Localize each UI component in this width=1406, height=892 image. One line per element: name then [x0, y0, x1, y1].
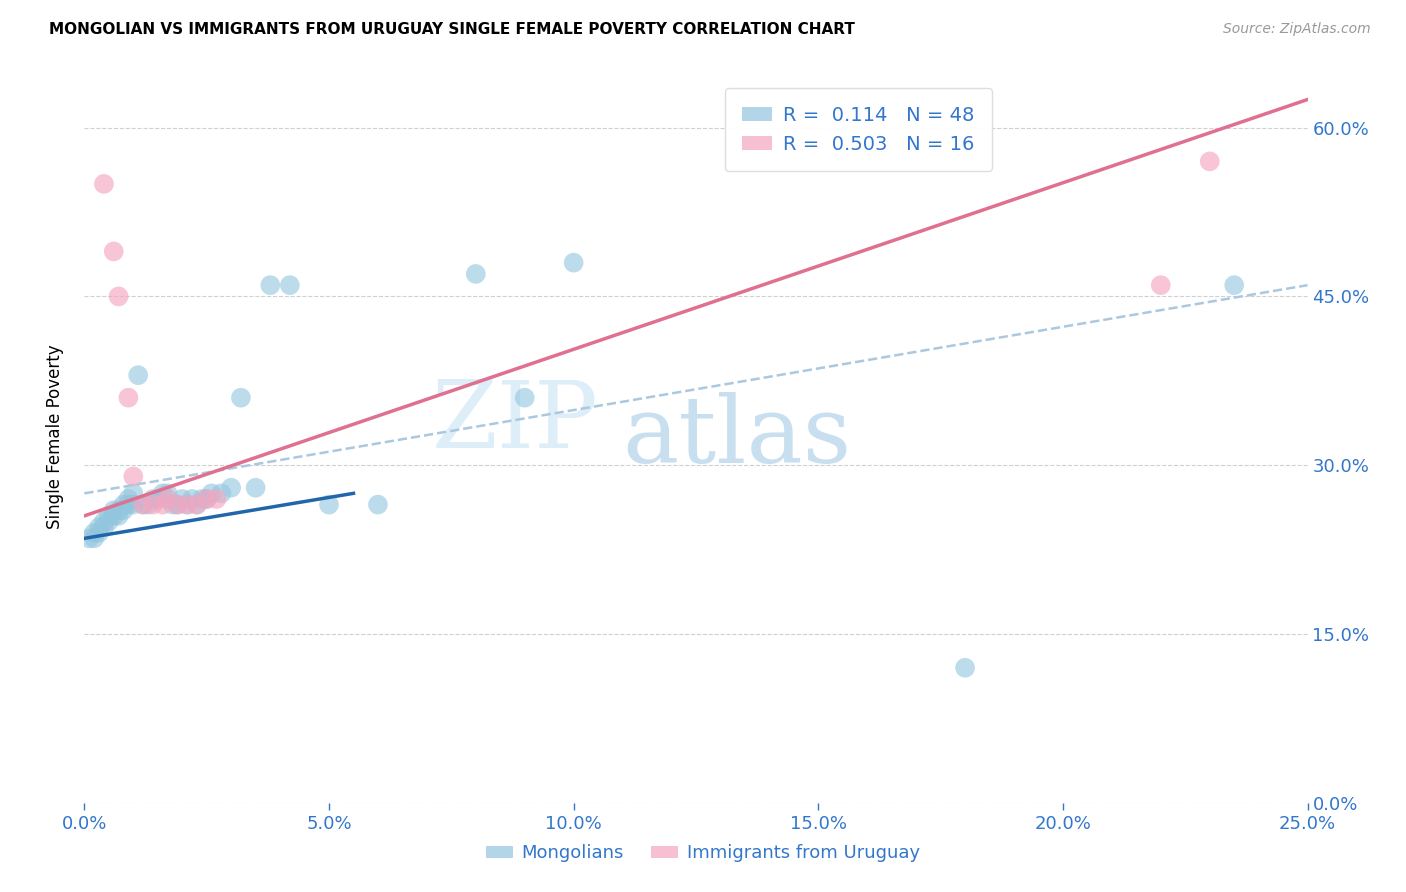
Point — [200, 486, 222, 500]
Text: Source: ZipAtlas.com: Source: ZipAtlas.com — [1223, 22, 1371, 37]
Text: MONGOLIAN VS IMMIGRANTS FROM URUGUAY SINGLE FEMALE POVERTY CORRELATION CHART: MONGOLIAN VS IMMIGRANTS FROM URUGUAY SIN… — [49, 22, 855, 37]
Y-axis label: Single Female Poverty: Single Female Poverty — [45, 345, 63, 529]
Point — [152, 498, 174, 512]
Point — [162, 498, 184, 512]
Point — [205, 491, 228, 506]
Point — [87, 525, 110, 540]
Point — [176, 498, 198, 512]
Point — [117, 491, 139, 506]
Point — [107, 289, 129, 303]
Point — [195, 491, 218, 506]
Point — [278, 278, 301, 293]
Point — [367, 498, 389, 512]
Point — [97, 515, 120, 529]
Point — [136, 498, 159, 512]
Point — [93, 515, 115, 529]
Point — [1198, 154, 1220, 169]
Point — [107, 503, 129, 517]
Point — [83, 525, 105, 540]
Point — [112, 498, 135, 512]
Point — [122, 498, 145, 512]
Point — [219, 481, 242, 495]
Point — [97, 508, 120, 523]
Point — [103, 508, 125, 523]
Point — [562, 255, 585, 269]
Point — [103, 503, 125, 517]
Point — [132, 498, 155, 512]
Point — [181, 491, 204, 506]
Point — [953, 661, 976, 675]
Point — [259, 278, 281, 293]
Point — [93, 520, 115, 534]
Point — [156, 486, 179, 500]
Point — [464, 267, 486, 281]
Legend: R =  0.114   N = 48, R =  0.503   N = 16: R = 0.114 N = 48, R = 0.503 N = 16 — [725, 88, 993, 171]
Point — [122, 486, 145, 500]
Point — [142, 491, 165, 506]
Point — [186, 498, 208, 512]
Point — [112, 503, 135, 517]
Point — [117, 498, 139, 512]
Point — [318, 498, 340, 512]
Point — [513, 391, 536, 405]
Point — [186, 498, 208, 512]
Point — [156, 491, 179, 506]
Point — [117, 391, 139, 405]
Text: atlas: atlas — [623, 392, 852, 482]
Legend: Mongolians, Immigrants from Uruguay: Mongolians, Immigrants from Uruguay — [478, 838, 928, 870]
Point — [103, 244, 125, 259]
Point — [107, 508, 129, 523]
Point — [1150, 278, 1173, 293]
Point — [132, 498, 155, 512]
Point — [93, 177, 115, 191]
Point — [172, 491, 194, 506]
Point — [122, 469, 145, 483]
Point — [127, 368, 149, 383]
Point — [191, 491, 214, 506]
Point — [146, 491, 169, 506]
Point — [152, 486, 174, 500]
Point — [195, 491, 218, 506]
Point — [166, 498, 188, 512]
Point — [142, 498, 165, 512]
Point — [166, 498, 188, 512]
Point — [176, 498, 198, 512]
Point — [87, 520, 110, 534]
Point — [245, 481, 267, 495]
Point — [1223, 278, 1246, 293]
Point — [209, 486, 232, 500]
Point — [229, 391, 252, 405]
Point — [77, 532, 100, 546]
Point — [83, 532, 105, 546]
Text: ZIP: ZIP — [432, 377, 598, 467]
